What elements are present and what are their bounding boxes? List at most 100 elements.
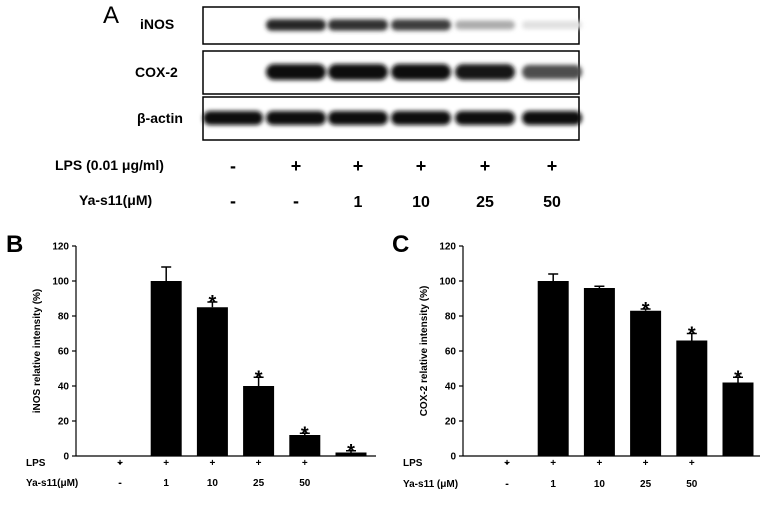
row-label: Ya-s11(μM): [26, 478, 78, 489]
y-tick-label: 80: [58, 312, 70, 323]
row-value: 10: [594, 479, 606, 490]
treatment-value: +: [416, 156, 427, 176]
blot-band: [391, 64, 451, 80]
bar: [676, 340, 708, 456]
y-tick-label: 40: [58, 382, 70, 393]
bar: [537, 281, 569, 456]
bar: [150, 281, 182, 456]
row-value: +: [163, 458, 169, 469]
blot-band: [522, 111, 582, 125]
treatment-value: +: [547, 156, 558, 176]
row-value: -: [118, 458, 121, 469]
y-tick-label: 100: [439, 277, 456, 288]
row-value: +: [643, 458, 649, 469]
y-tick-label: 120: [52, 242, 69, 253]
row-value: +: [302, 458, 308, 469]
blot-frame-cox2: [202, 50, 580, 95]
row-value: 1: [550, 479, 556, 490]
y-axis-label: COX-2 relative intensity (%): [419, 286, 430, 417]
blot-band: [266, 111, 326, 125]
row-value: -: [118, 478, 121, 489]
y-tick-label: 60: [445, 347, 457, 358]
blot-bands-inos: [266, 19, 582, 31]
treatment-label-lps: LPS (0.01 μg/ml): [55, 157, 164, 173]
treatment-value: 25: [476, 194, 494, 211]
significance-star: *: [347, 441, 355, 463]
treatment-value: +: [353, 156, 364, 176]
y-tick-label: 60: [58, 347, 70, 358]
bar: [583, 288, 615, 456]
treatment-value: -: [230, 156, 236, 176]
blot-band: [522, 64, 582, 80]
row-value: +: [689, 458, 695, 469]
row-value: +: [256, 458, 262, 469]
treatment-value: +: [480, 156, 491, 176]
y-tick-label: 40: [445, 382, 457, 393]
treatment-value: 50: [543, 194, 561, 211]
significance-star: *: [255, 367, 263, 389]
blot-label-cox2: COX-2: [135, 64, 178, 80]
row-label: LPS: [403, 458, 423, 469]
chart-inos: 0 20 40 60 80 100 120 iNOS relative intensity (…: [26, 242, 376, 489]
blot-band: [391, 111, 451, 125]
significance-star: *: [642, 299, 650, 321]
row-value: -: [505, 479, 508, 490]
treatment-label-ya-s11: Ya-s11(μM): [79, 192, 152, 208]
row-value: +: [596, 458, 602, 469]
blot-bands-cox2: [266, 64, 582, 80]
y-tick-label: 120: [439, 242, 456, 253]
bar: [335, 452, 367, 456]
blot-label-beta-actin: β-actin: [137, 110, 183, 126]
blot-band: [522, 20, 582, 30]
blot-band: [391, 19, 451, 31]
bar: [289, 435, 321, 456]
y-tick-label: 80: [445, 312, 457, 323]
row-value: +: [550, 458, 556, 469]
row-value: -: [505, 458, 508, 469]
row-value: +: [209, 458, 215, 469]
significance-star: *: [734, 367, 742, 389]
y-tick-label: 0: [63, 452, 69, 463]
row-value: 50: [299, 478, 311, 489]
treatment-row-lps: LPS (0.01 μg/ml) - + + + + +: [55, 156, 557, 176]
blot-row-beta-actin: β-actin: [137, 96, 582, 141]
blot-frame-beta-actin: [202, 96, 580, 141]
blot-frame-inos: [202, 6, 580, 45]
treatment-value: 10: [412, 194, 430, 211]
row-value: 25: [640, 479, 652, 490]
row-value: 10: [207, 478, 219, 489]
panel-b-letter: B: [6, 231, 23, 258]
y-axis-label: iNOS relative intensity (%): [32, 289, 43, 413]
blot-label-inos: iNOS: [140, 16, 174, 32]
significance-star: *: [301, 423, 309, 445]
treatment-value: -: [293, 191, 299, 211]
blot-band: [455, 64, 515, 80]
blot-bands-beta-actin: [203, 111, 582, 125]
significance-star: *: [209, 292, 217, 314]
treatment-value: -: [230, 191, 236, 211]
y-tick-label: 0: [450, 452, 456, 463]
blot-band: [455, 111, 515, 125]
blot-band: [266, 19, 326, 31]
row-value: -: [118, 478, 121, 489]
y-tick-label: 100: [52, 277, 69, 288]
significance-star: *: [688, 324, 696, 346]
panel-c-letter: C: [392, 231, 409, 258]
treatment-value: 1: [354, 194, 363, 211]
row-label: Ya-s11 (μM): [403, 479, 458, 490]
blot-band: [203, 111, 263, 125]
row-value: 1: [163, 478, 169, 489]
chart-cox2: 0 20 40 60 80 100 120 COX-2 relative intensity …: [403, 242, 760, 490]
y-tick-label: 20: [445, 417, 457, 428]
blot-row-cox2: COX-2: [135, 50, 582, 95]
panel-a-letter: A: [103, 2, 119, 29]
row-label: LPS: [26, 458, 46, 469]
row-value: 50: [686, 479, 698, 490]
blot-band: [266, 64, 326, 80]
row-value: 25: [253, 478, 265, 489]
blot-band: [455, 20, 515, 30]
row-value: +: [504, 458, 510, 469]
bar: [722, 382, 754, 456]
bar: [196, 307, 228, 456]
